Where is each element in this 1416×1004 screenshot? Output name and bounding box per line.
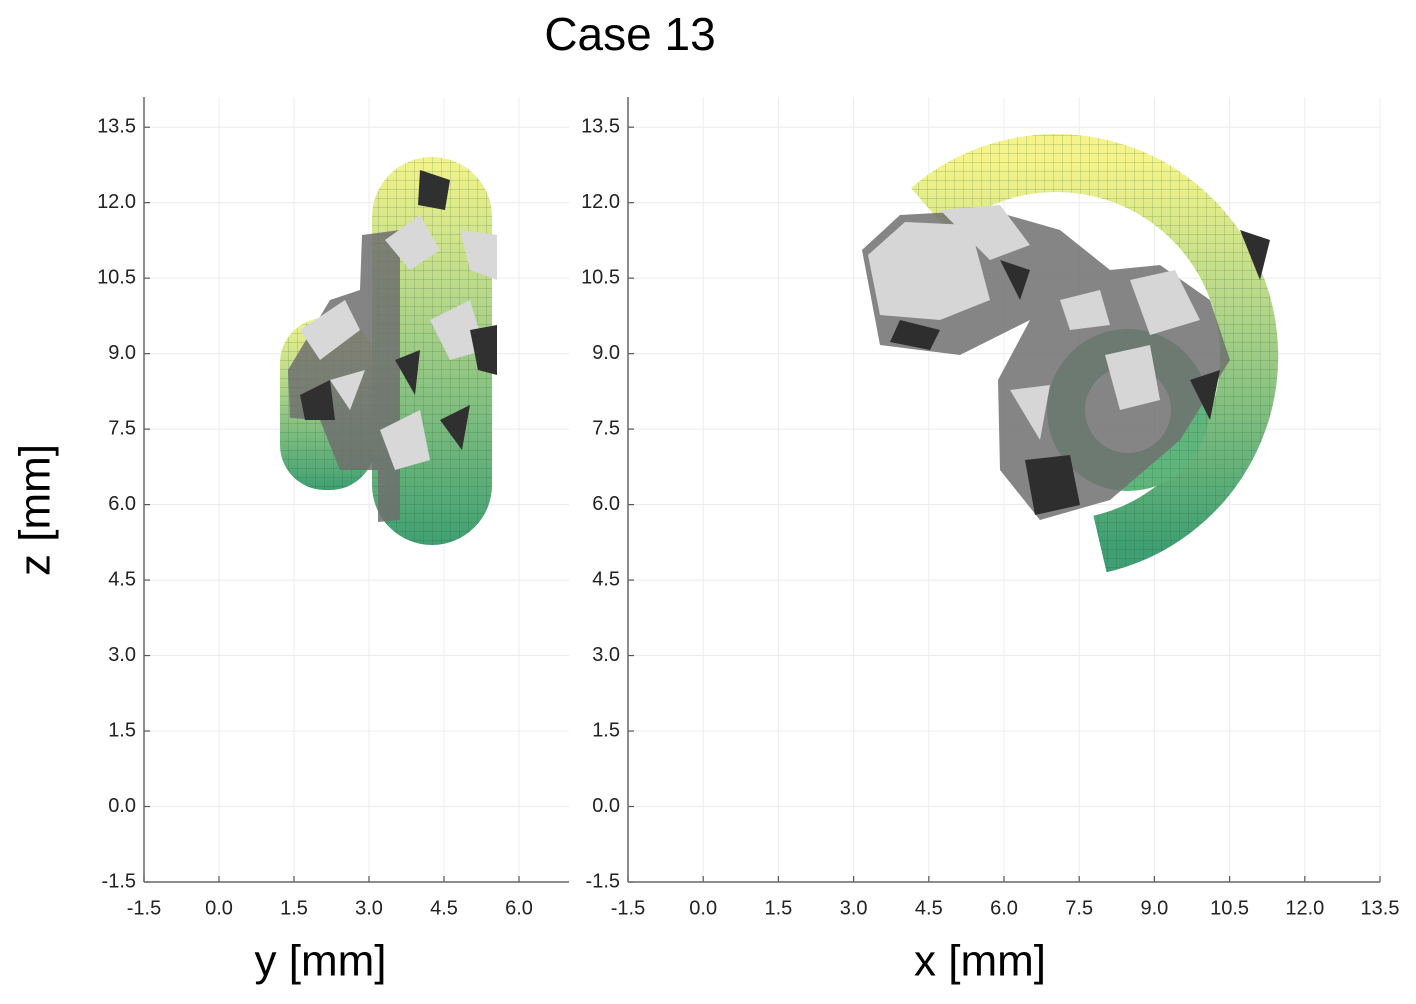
y-tick-label: 0.0: [108, 795, 136, 817]
figure-title: Case 13: [544, 8, 715, 60]
x-tick-label: -1.5: [127, 897, 161, 919]
y-tick-label: 13.5: [581, 115, 620, 137]
y-tick-label: 3.0: [108, 644, 136, 666]
x-tick-label: 6.0: [505, 897, 533, 919]
y-tick-label: -1.5: [586, 870, 620, 892]
x-tick-label: 3.0: [355, 897, 383, 919]
x-tick-label: 13.5: [1361, 897, 1400, 919]
y-tick-label: 0.0: [592, 795, 620, 817]
surface-mesh: [911, 134, 1279, 573]
x-tick-label: 1.5: [280, 897, 308, 919]
y-tick-label: 4.5: [592, 568, 620, 590]
x-axis-label: x [mm]: [914, 937, 1046, 986]
voxel-face: [868, 205, 1200, 440]
y-tick-label: 10.5: [97, 266, 136, 288]
x-tick-label: 0.0: [205, 897, 233, 919]
y-tick-label: 12.0: [581, 191, 620, 213]
x-tick-label: -1.5: [611, 897, 645, 919]
y-axis-label: z [mm]: [11, 444, 60, 576]
x-tick-label: 12.0: [1285, 897, 1324, 919]
y-tick-label: 4.5: [108, 568, 136, 590]
x-tick-label: 6.0: [990, 897, 1018, 919]
y-tick-label: 1.5: [108, 719, 136, 741]
x-tick-label: 10.5: [1210, 897, 1249, 919]
left-rendering: [280, 157, 497, 545]
y-tick-label: 6.0: [592, 493, 620, 515]
y-tick-label: 10.5: [581, 266, 620, 288]
y-tick-label: 9.0: [108, 342, 136, 364]
x-tick-label: 7.5: [1065, 897, 1093, 919]
voxel-face: [300, 215, 497, 470]
right-rendering: [862, 134, 1279, 573]
x-axis-label: y [mm]: [255, 937, 387, 986]
y-tick-label: 12.0: [97, 191, 136, 213]
x-tick-label: 4.5: [915, 897, 943, 919]
y-tick-label: 9.0: [592, 342, 620, 364]
y-tick-label: 1.5: [592, 719, 620, 741]
y-tick-label: 7.5: [592, 417, 620, 439]
x-tick-label: 4.5: [430, 897, 458, 919]
y-tick-label: 7.5: [108, 417, 136, 439]
x-tick-label: 3.0: [840, 897, 868, 919]
x-tick-label: 0.0: [689, 897, 717, 919]
y-tick-label: 3.0: [592, 644, 620, 666]
y-tick-label: -1.5: [102, 870, 136, 892]
y-tick-label: 6.0: [108, 493, 136, 515]
x-tick-label: 9.0: [1140, 897, 1168, 919]
y-tick-label: 13.5: [97, 115, 136, 137]
x-tick-label: 1.5: [764, 897, 792, 919]
